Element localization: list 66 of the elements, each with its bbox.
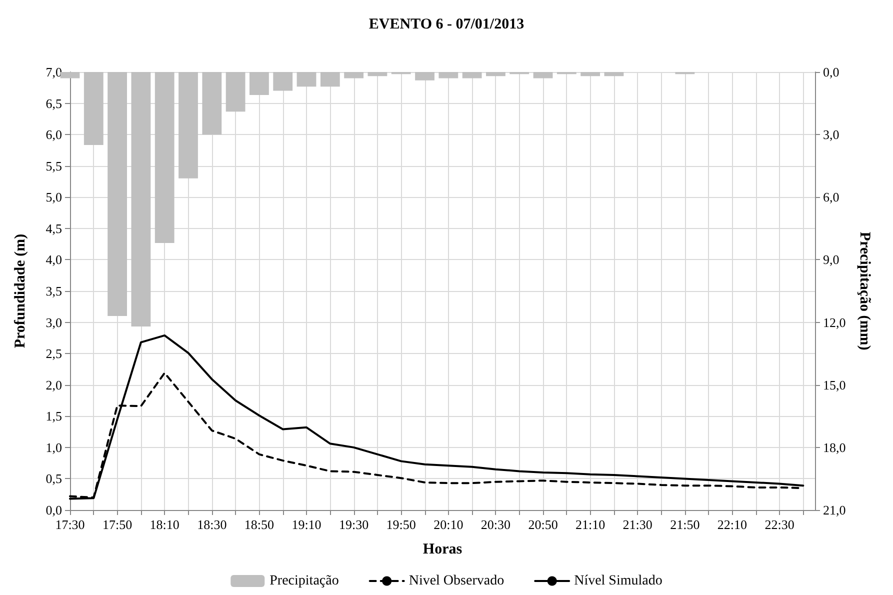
bar bbox=[533, 72, 553, 78]
x-tick-label: 19:50 bbox=[386, 517, 416, 532]
bar bbox=[438, 72, 458, 78]
bar bbox=[296, 72, 316, 87]
x-tick-label: 20:30 bbox=[480, 517, 511, 532]
bar bbox=[202, 72, 222, 135]
y-tick-label: 1,5 bbox=[46, 408, 62, 424]
y-tick-label: 2,5 bbox=[46, 346, 62, 362]
y-tick-label: 6,0 bbox=[46, 127, 62, 142]
x-tick-label: 22:10 bbox=[717, 517, 748, 532]
x-tick-label: 22:30 bbox=[764, 517, 794, 532]
y-axis-title: Profundidade (m) bbox=[12, 234, 28, 348]
bar bbox=[178, 72, 198, 178]
y-tick-label: 5,0 bbox=[46, 190, 62, 205]
y-tick-label: 5,5 bbox=[46, 158, 62, 174]
y2-tick-label: 6,0 bbox=[823, 190, 840, 205]
x-tick-label: 20:10 bbox=[434, 517, 464, 532]
legend-label: Nivel Observado bbox=[408, 574, 504, 588]
bar bbox=[344, 72, 364, 78]
y2-tick-label: 3,0 bbox=[823, 127, 840, 142]
y2-tick-label: 12,0 bbox=[823, 314, 846, 330]
x-tick-label: 17:30 bbox=[55, 517, 85, 532]
y-tick-label: 1,0 bbox=[46, 440, 62, 455]
y-tick-label: 6,5 bbox=[46, 96, 62, 111]
x-tick-label: 18:50 bbox=[244, 517, 274, 532]
y2-tick-label: 15,0 bbox=[823, 377, 846, 392]
y-tick-label: 0,0 bbox=[46, 502, 62, 518]
y-tick-label: 4,0 bbox=[46, 252, 62, 268]
bar bbox=[226, 72, 246, 112]
x-tick-label: 21:10 bbox=[576, 517, 606, 532]
legend-label: Nível Simulado bbox=[574, 574, 662, 588]
y-tick-label: 2,0 bbox=[46, 377, 62, 392]
x-tick-label: 18:30 bbox=[197, 517, 227, 532]
y-tick-label: 3,5 bbox=[46, 284, 62, 298]
y-tick-label: 4,5 bbox=[46, 220, 62, 236]
bar bbox=[131, 72, 151, 326]
x-tick-label: 18:10 bbox=[150, 517, 180, 532]
y2-tick-label: 0,0 bbox=[823, 64, 840, 80]
bar bbox=[486, 72, 506, 76]
bar bbox=[60, 72, 80, 78]
x-tick-label: 17:50 bbox=[102, 517, 132, 532]
bar bbox=[250, 72, 269, 95]
y2-tick-label: 9,0 bbox=[823, 252, 840, 268]
x-tick-label: 21:30 bbox=[622, 517, 652, 532]
y2-axis-title: Precipitação (mm) bbox=[856, 232, 872, 350]
bar bbox=[368, 72, 388, 76]
bar bbox=[604, 72, 624, 76]
x-tick-label: 19:30 bbox=[338, 517, 369, 532]
y-tick-label: 3,0 bbox=[46, 314, 62, 330]
bar bbox=[320, 72, 340, 87]
y-tick-label: 0,5 bbox=[46, 471, 62, 486]
bar bbox=[154, 72, 174, 244]
chart-title: EVENTO 6 - 07/01/2013 bbox=[368, 16, 524, 32]
x-tick-label: 20:50 bbox=[528, 517, 558, 532]
bar bbox=[415, 72, 434, 80]
x-tick-label: 21:50 bbox=[670, 517, 700, 532]
legend-label: Precipitação bbox=[270, 574, 339, 588]
x-axis-title: Horas bbox=[422, 542, 462, 558]
bar bbox=[84, 72, 104, 145]
y2-tick-label: 18,0 bbox=[823, 440, 846, 455]
y2-tick-label: 21,0 bbox=[823, 502, 846, 518]
x-tick-label: 19:10 bbox=[292, 517, 322, 532]
bar bbox=[273, 72, 293, 91]
bar bbox=[108, 72, 127, 316]
bar bbox=[580, 72, 600, 76]
bar bbox=[462, 72, 482, 78]
